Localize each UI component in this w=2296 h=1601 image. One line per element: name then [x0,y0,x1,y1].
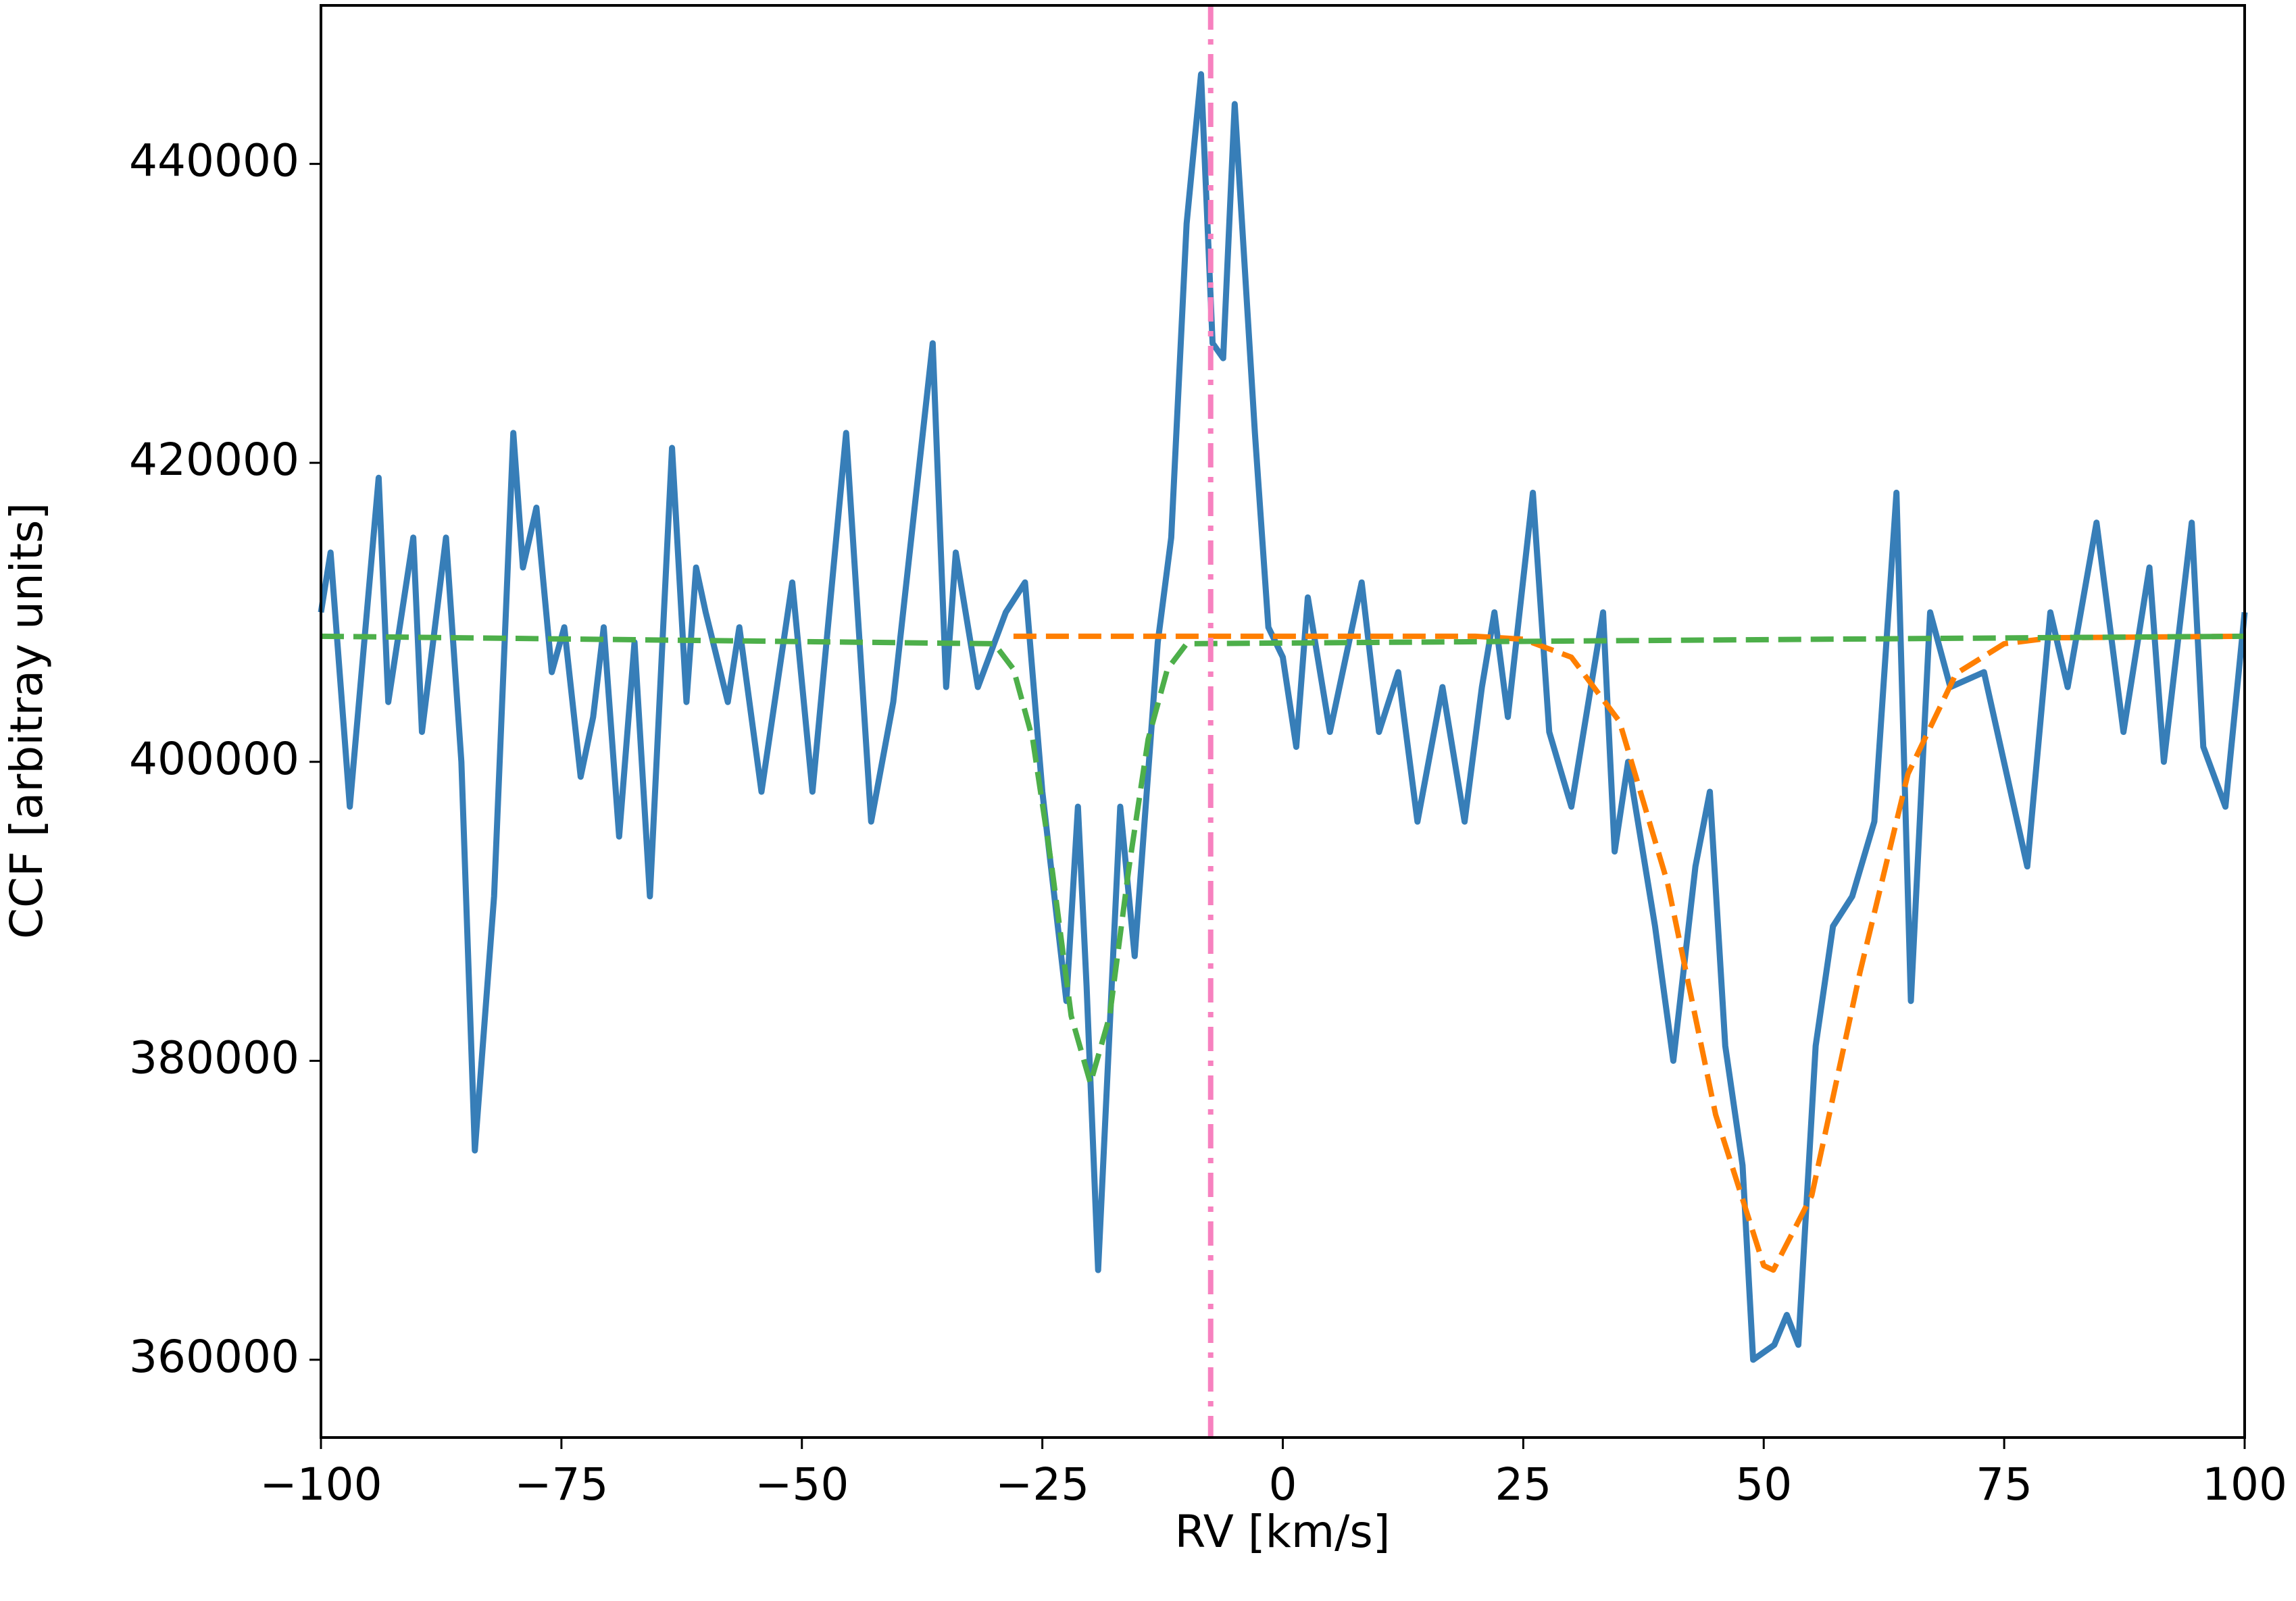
x-tick-label: 25 [1495,1458,1551,1510]
x-tick-label: −75 [514,1458,608,1510]
x-axis-label: RV [km/s] [1174,1506,1390,1558]
x-tick-label: 50 [1735,1458,1792,1510]
x-tick-label: 75 [1976,1458,2032,1510]
y-tick-label: 360000 [129,1331,299,1383]
plot-frame [320,4,2246,1439]
x-tick-label: −100 [259,1458,382,1510]
y-tick-label: 380000 [129,1032,299,1084]
series-line [1013,633,2245,1273]
y-tick-label: 420000 [129,434,299,486]
series-line [318,71,2248,1363]
x-tick-label: 100 [2202,1458,2287,1510]
x-tick-label: −25 [995,1458,1089,1510]
x-tick-label: −50 [755,1458,849,1510]
y-tick-label: 440000 [129,135,299,187]
y-tick-label: 400000 [129,733,299,785]
y-axis-label: CCF [arbitray units] [1,503,53,939]
x-tick-label: 0 [1269,1458,1297,1510]
